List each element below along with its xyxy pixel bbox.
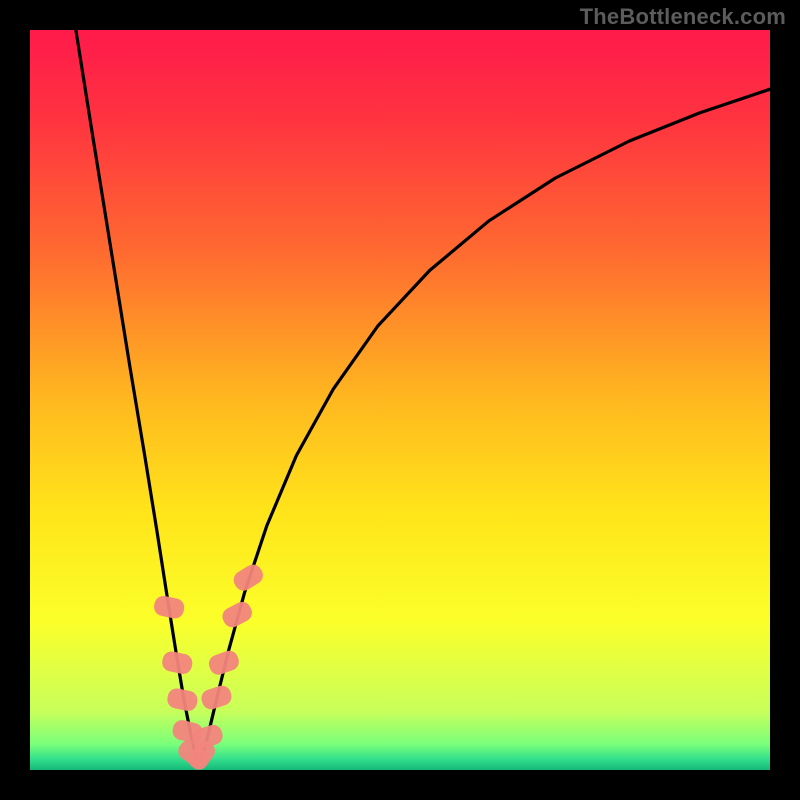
- watermark-text: TheBottleneck.com: [580, 4, 786, 30]
- chart-container: TheBottleneck.com: [0, 0, 800, 800]
- chart-svg: [0, 0, 800, 800]
- plot-background: [30, 30, 770, 770]
